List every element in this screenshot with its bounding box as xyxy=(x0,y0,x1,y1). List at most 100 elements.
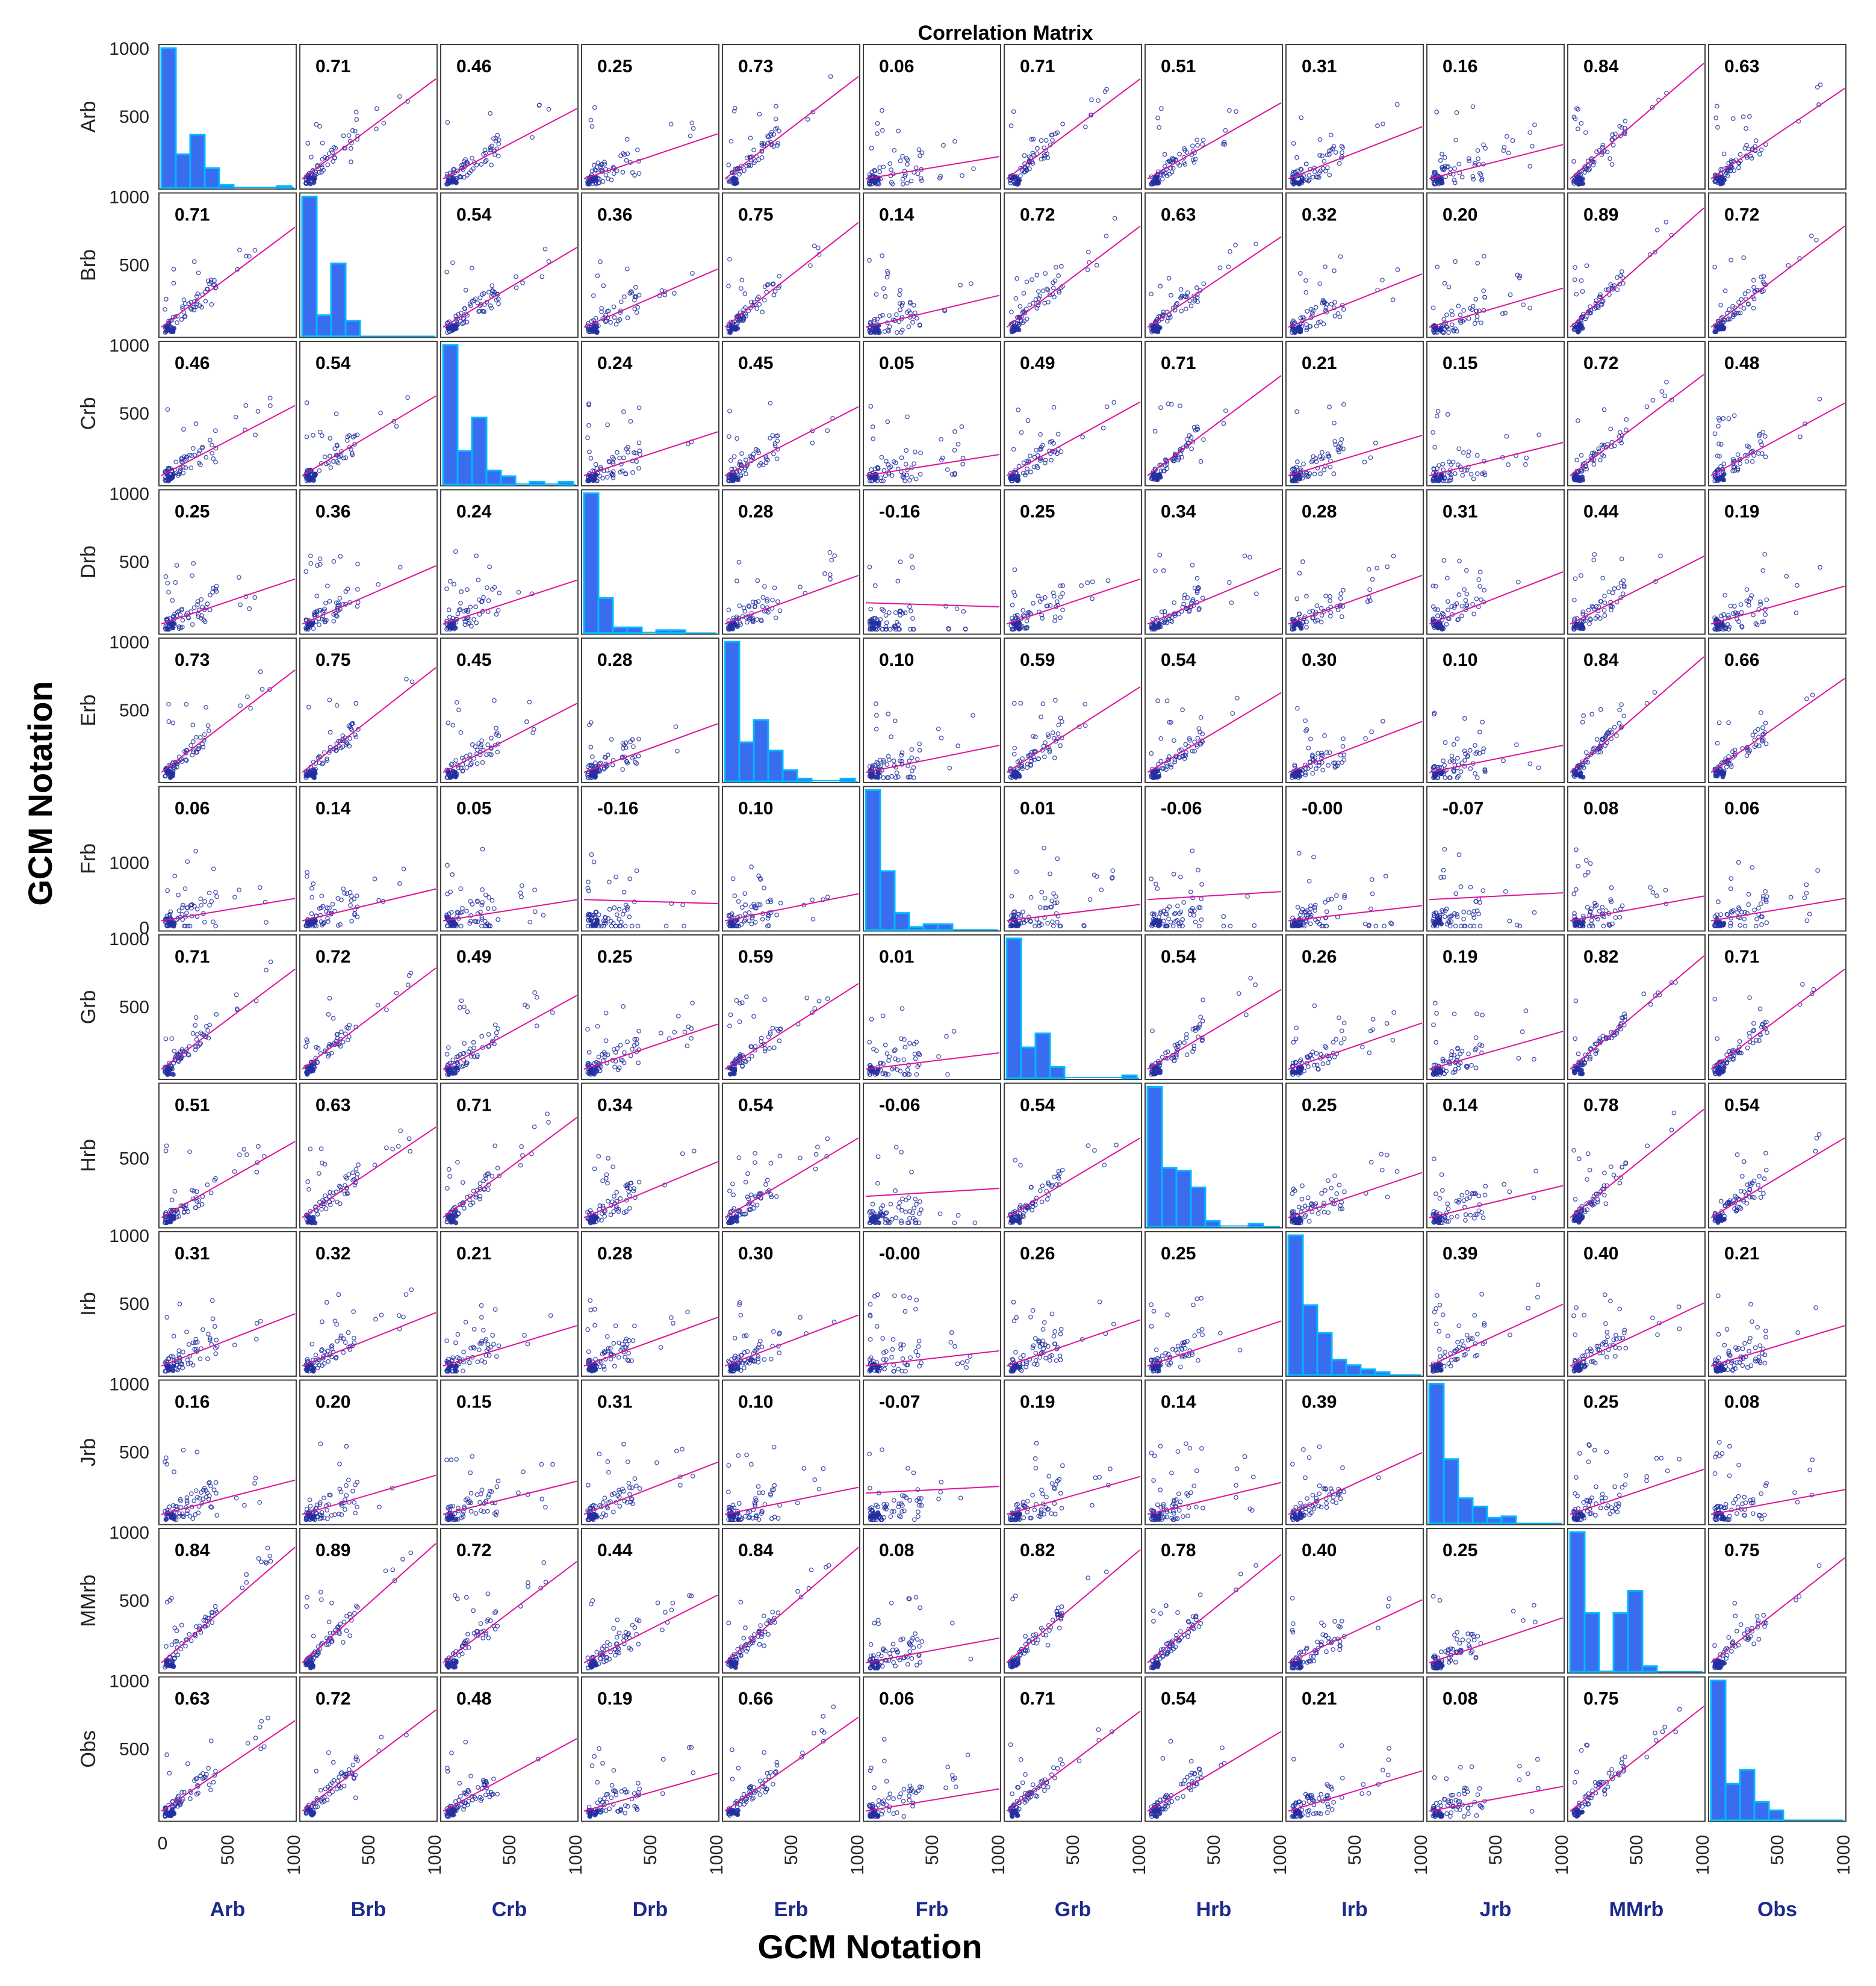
correlation-label: 0.54 xyxy=(456,205,492,225)
scatter-point xyxy=(620,170,626,175)
scatter-point xyxy=(1157,624,1162,629)
scatter-point xyxy=(1574,180,1579,185)
histogram-bar xyxy=(642,631,656,633)
panel-Erb-Brb: 0.75 xyxy=(299,638,438,783)
scatter-point xyxy=(326,151,332,157)
panel-Arb-Drb: 0.25 xyxy=(581,44,719,190)
scatter-point xyxy=(902,169,907,174)
panel-Erb-Erb xyxy=(722,638,860,783)
scatter-point xyxy=(530,135,535,140)
scatter-point xyxy=(491,136,496,141)
scatter-point xyxy=(905,162,910,167)
panel-Drb-Obs: 0.19 xyxy=(1708,489,1846,635)
scatter-point xyxy=(747,163,751,168)
panel-Erb-Hrb: 0.54 xyxy=(1145,638,1283,783)
panel-Crb-Erb: 0.45 xyxy=(722,341,860,486)
scatter-point xyxy=(320,165,325,170)
scatter-point xyxy=(774,104,778,109)
scatter-point xyxy=(614,168,620,173)
histogram-bar xyxy=(160,47,177,189)
scatter-point xyxy=(1016,772,1022,777)
histogram-bar xyxy=(781,769,798,783)
histogram-bar xyxy=(767,749,784,783)
scatter-point xyxy=(172,326,177,331)
correlation-label: 0.15 xyxy=(1443,353,1477,373)
panel-Drb-Erb: 0.28 xyxy=(722,489,860,635)
scatter-point xyxy=(775,140,780,146)
scatter-point xyxy=(489,163,494,167)
scatter-point xyxy=(397,94,402,99)
histogram-bar xyxy=(276,185,293,189)
scatter-point xyxy=(937,176,942,181)
scatter-point xyxy=(332,155,337,160)
scatter-point xyxy=(1573,769,1578,775)
scatter-point xyxy=(727,179,732,185)
scatter-point xyxy=(488,111,493,116)
scatter-point xyxy=(1720,774,1725,780)
scatter-point xyxy=(913,165,919,170)
scatter-point xyxy=(1152,775,1158,780)
scatter-point xyxy=(470,155,474,161)
scatter-point xyxy=(1721,477,1726,483)
correlation-label: 0.59 xyxy=(1020,650,1055,670)
scatter-point xyxy=(602,160,607,165)
scatter-point xyxy=(591,163,597,168)
scatter-point xyxy=(810,110,816,114)
panel-Arb-Frb: 0.06 xyxy=(863,44,1001,190)
correlation-label: 0.14 xyxy=(879,205,915,225)
scatter-point xyxy=(896,128,901,134)
correlation-label: 0.71 xyxy=(315,57,350,76)
panel-Crb-Frb: 0.05 xyxy=(863,341,1001,486)
scatter-point xyxy=(1297,180,1302,185)
scatter-point xyxy=(488,145,493,151)
panel-frame xyxy=(863,44,1001,190)
correlation-label: -0.16 xyxy=(879,502,920,522)
scatter-point xyxy=(726,163,731,167)
correlation-label: 0.46 xyxy=(175,353,210,373)
scatter-point xyxy=(872,168,877,173)
panel-Arb-Brb: 0.71 xyxy=(299,44,438,190)
scatter-point xyxy=(908,178,914,184)
scatter-point xyxy=(493,138,499,144)
scatter-point xyxy=(600,162,604,167)
scatter-point xyxy=(611,171,617,176)
histogram-bar xyxy=(203,167,220,189)
histogram-bar xyxy=(558,480,574,486)
scatter-point xyxy=(729,624,735,630)
correlation-label: 0.31 xyxy=(1302,57,1337,76)
correlation-label: 0.72 xyxy=(1583,353,1618,373)
scatter-point xyxy=(867,172,872,177)
scatter-point xyxy=(586,478,592,483)
scatter-point xyxy=(1297,769,1303,774)
histogram-bar xyxy=(315,314,332,338)
scatter-point xyxy=(350,128,355,133)
histogram-bar xyxy=(529,480,545,486)
correlation-label: 0.34 xyxy=(1161,502,1196,522)
panel-Frb-Crb: 0.05 xyxy=(440,786,579,932)
correlation-label: 0.24 xyxy=(597,353,633,373)
scatter-point xyxy=(1016,473,1021,479)
scatter-point xyxy=(689,120,695,126)
scatter-point xyxy=(483,158,489,163)
scatter-point xyxy=(309,155,314,160)
scatter-point xyxy=(872,621,878,626)
scatter-point xyxy=(354,117,359,122)
scatter-point xyxy=(1580,326,1585,331)
scatter-point xyxy=(482,147,488,152)
scatter-point xyxy=(164,626,170,631)
scatter-point xyxy=(346,133,352,138)
scatter-point xyxy=(759,141,765,146)
scatter-point xyxy=(1714,627,1719,632)
panel-Erb-Obs: 0.66 xyxy=(1708,638,1846,783)
correlation-label: 0.73 xyxy=(738,57,773,76)
histogram-bar xyxy=(456,450,473,486)
correlation-label: 0.24 xyxy=(456,502,492,522)
scatter-point xyxy=(773,116,778,122)
scatter-point xyxy=(738,169,744,174)
correlation-label: 0.45 xyxy=(738,353,773,373)
scatter-point xyxy=(919,150,925,155)
correlation-label: 0.10 xyxy=(879,650,914,670)
panel-Drb-Irb: 0.28 xyxy=(1285,489,1424,635)
scatter-point xyxy=(450,922,455,927)
